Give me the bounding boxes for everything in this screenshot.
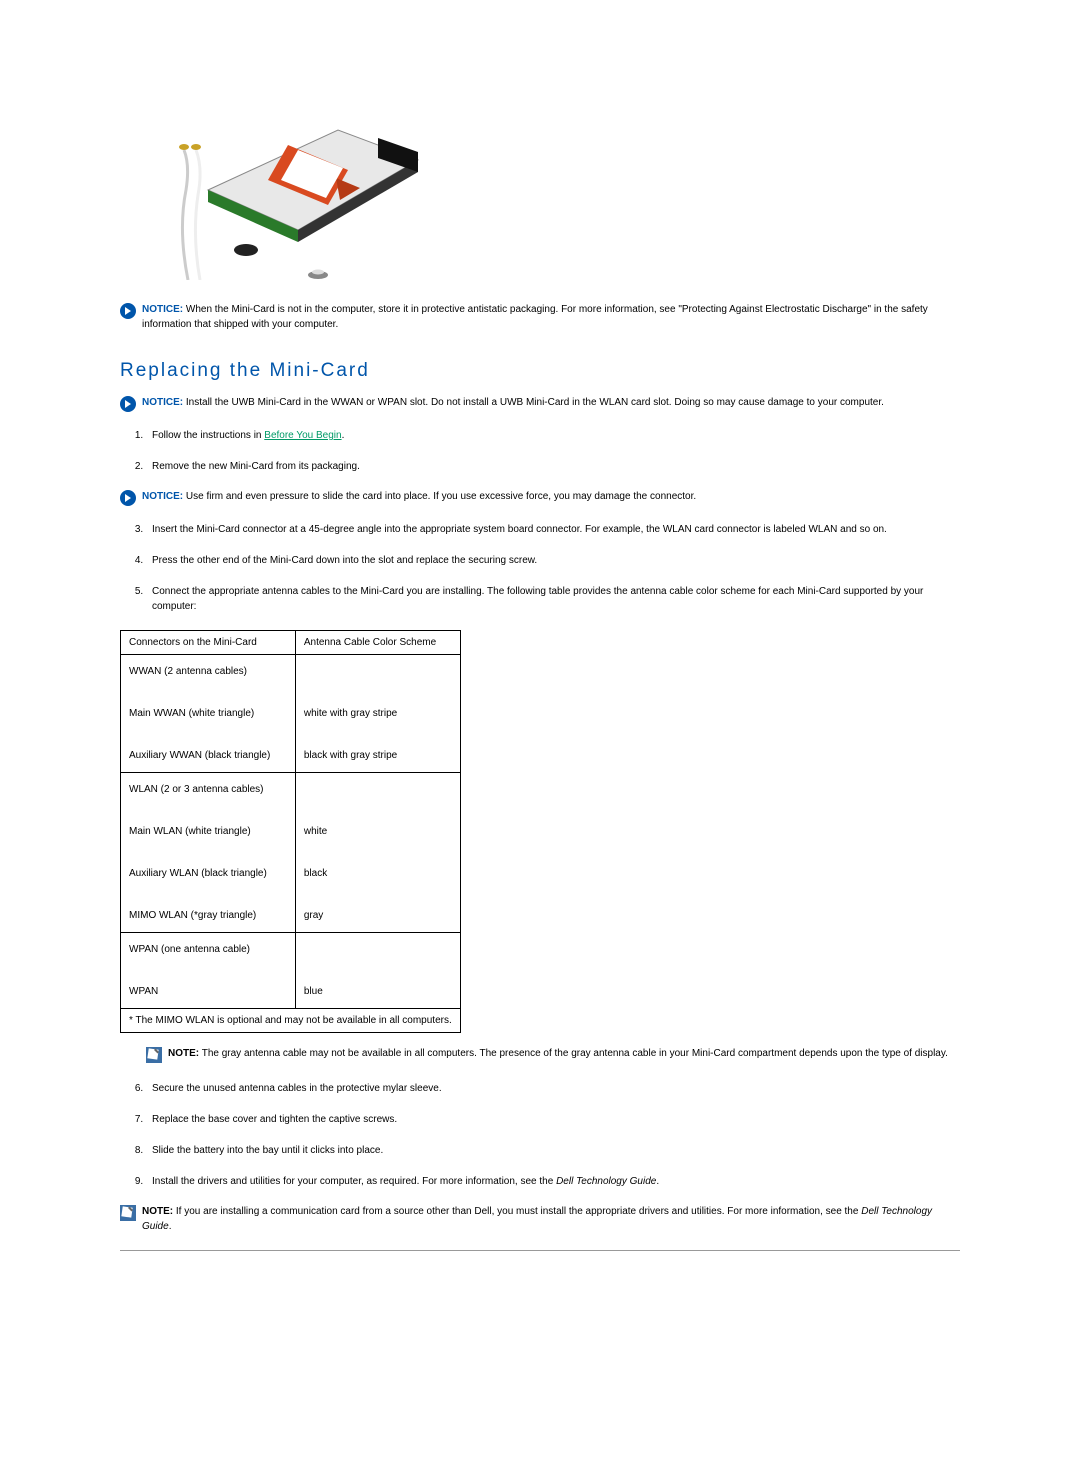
steps-list-mid: Insert the Mini-Card connector at a 45-d… bbox=[146, 522, 960, 614]
note-text: NOTE: The gray antenna cable may not be … bbox=[168, 1047, 960, 1062]
wwan-connectors: WWAN (2 antenna cables)Main WWAN (white … bbox=[121, 655, 296, 773]
steps-list-top: Follow the instructions in Before You Be… bbox=[146, 428, 960, 474]
wwan-colors: white with gray stripeblack with gray st… bbox=[295, 655, 460, 773]
notice-text: NOTICE: Use firm and even pressure to sl… bbox=[142, 490, 960, 505]
step-text-pre: Follow the instructions in bbox=[152, 430, 264, 441]
wpan-connectors: WPAN (one antenna cable)WPAN bbox=[121, 933, 296, 1009]
note-label: NOTE: bbox=[168, 1048, 199, 1059]
step-7: Replace the base cover and tighten the c… bbox=[146, 1112, 960, 1127]
table-header-right: Antenna Cable Color Scheme bbox=[295, 631, 460, 655]
step-1: Follow the instructions in Before You Be… bbox=[146, 428, 960, 443]
step-2: Remove the new Mini-Card from its packag… bbox=[146, 459, 960, 474]
note-icon bbox=[146, 1047, 162, 1063]
notice-body: Use firm and even pressure to slide the … bbox=[186, 491, 696, 502]
mini-card-illustration bbox=[148, 50, 960, 283]
note-gray-cable: NOTE: The gray antenna cable may not be … bbox=[146, 1047, 960, 1063]
note-body: The gray antenna cable may not be availa… bbox=[202, 1048, 948, 1059]
note-body-post: . bbox=[169, 1221, 172, 1232]
notice-storage: NOTICE: When the Mini-Card is not in the… bbox=[120, 303, 960, 332]
note-label: NOTE: bbox=[142, 1206, 173, 1217]
antenna-color-table: Connectors on the Mini-Card Antenna Cabl… bbox=[120, 630, 461, 1033]
note-text: NOTE: If you are installing a communicat… bbox=[142, 1205, 960, 1234]
wlan-connectors: WLAN (2 or 3 antenna cables)Main WLAN (w… bbox=[121, 773, 296, 933]
notice-label: NOTICE: bbox=[142, 491, 183, 502]
step-text-post: . bbox=[656, 1176, 659, 1187]
table-header-left: Connectors on the Mini-Card bbox=[121, 631, 296, 655]
notice-label: NOTICE: bbox=[142, 304, 183, 315]
notice-body: When the Mini-Card is not in the compute… bbox=[142, 304, 928, 330]
step-3: Insert the Mini-Card connector at a 45-d… bbox=[146, 522, 960, 537]
step-9: Install the drivers and utilities for yo… bbox=[146, 1174, 960, 1189]
wlan-colors: whiteblackgray bbox=[295, 773, 460, 933]
table-row: Connectors on the Mini-Card Antenna Cabl… bbox=[121, 631, 461, 655]
note-other-source: NOTE: If you are installing a communicat… bbox=[120, 1205, 960, 1234]
table-row: * The MIMO WLAN is optional and may not … bbox=[121, 1009, 461, 1033]
note-body-pre: If you are installing a communication ca… bbox=[176, 1206, 861, 1217]
table-row: WPAN (one antenna cable)WPAN blue bbox=[121, 933, 461, 1009]
step-text-post: . bbox=[342, 430, 345, 441]
step-6: Secure the unused antenna cables in the … bbox=[146, 1081, 960, 1096]
notice-icon bbox=[120, 396, 136, 412]
notice-pressure: NOTICE: Use firm and even pressure to sl… bbox=[120, 490, 960, 506]
notice-text: NOTICE: When the Mini-Card is not in the… bbox=[142, 303, 960, 332]
note-icon bbox=[120, 1205, 136, 1221]
section-heading: Replacing the Mini-Card bbox=[120, 360, 960, 382]
step-8: Slide the battery into the bay until it … bbox=[146, 1143, 960, 1158]
wpan-colors: blue bbox=[295, 933, 460, 1009]
notice-body: Install the UWB Mini-Card in the WWAN or… bbox=[186, 397, 884, 408]
guide-title: Dell Technology Guide bbox=[556, 1176, 656, 1187]
notice-uwb-slot: NOTICE: Install the UWB Mini-Card in the… bbox=[120, 396, 960, 412]
step-5: Connect the appropriate antenna cables t… bbox=[146, 584, 960, 614]
steps-list-bottom: Secure the unused antenna cables in the … bbox=[146, 1081, 960, 1189]
notice-text: NOTICE: Install the UWB Mini-Card in the… bbox=[142, 396, 960, 411]
notice-label: NOTICE: bbox=[142, 397, 183, 408]
notice-icon bbox=[120, 490, 136, 506]
section-divider bbox=[120, 1250, 960, 1251]
table-row: WLAN (2 or 3 antenna cables)Main WLAN (w… bbox=[121, 773, 461, 933]
before-you-begin-link[interactable]: Before You Begin bbox=[264, 430, 341, 441]
table-footnote: * The MIMO WLAN is optional and may not … bbox=[121, 1009, 461, 1033]
step-4: Press the other end of the Mini-Card dow… bbox=[146, 553, 960, 568]
notice-icon bbox=[120, 303, 136, 319]
table-row: WWAN (2 antenna cables)Main WWAN (white … bbox=[121, 655, 461, 773]
step-text-pre: Install the drivers and utilities for yo… bbox=[152, 1176, 556, 1187]
